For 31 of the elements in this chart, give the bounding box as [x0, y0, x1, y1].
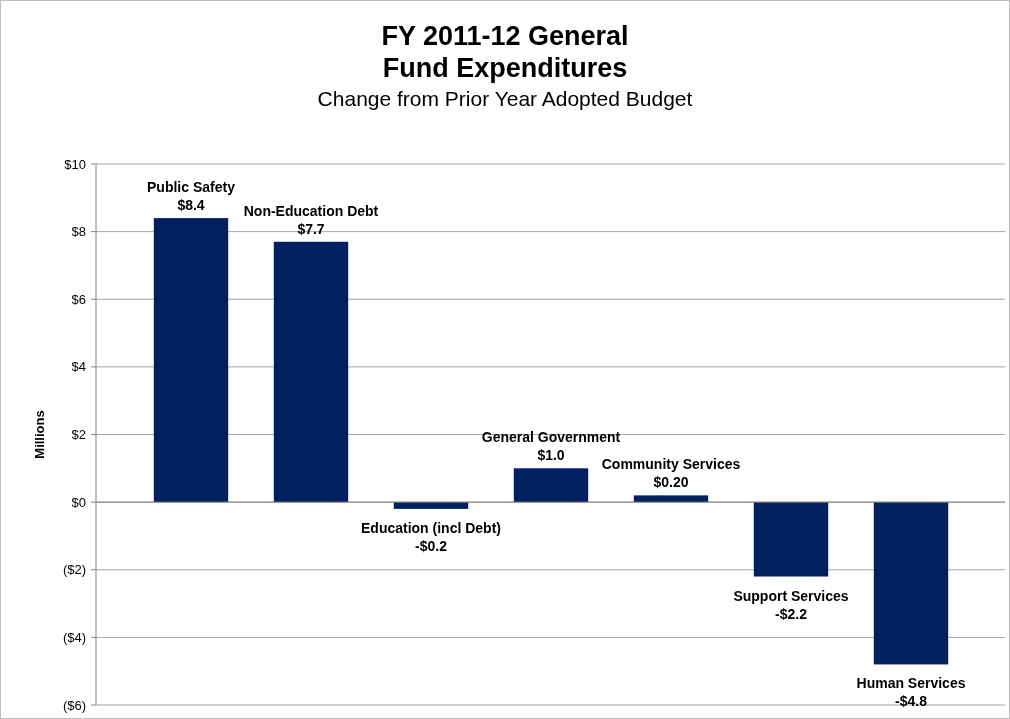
- x-tick-label: Education (incl Debt): [361, 519, 501, 536]
- x-tick-label: Human Services: [856, 675, 966, 692]
- chart-subtitle: Change from Prior Year Adopted Budget: [317, 87, 693, 110]
- y-tick-label: ($2): [62, 562, 86, 578]
- data-label: -$0.2: [415, 537, 448, 554]
- data-label: $1.0: [537, 447, 565, 464]
- x-tick-label: General Government: [481, 429, 621, 446]
- y-tick-label: $10: [64, 156, 86, 172]
- y-tick-label: $2: [71, 427, 86, 443]
- y-tick-label: $0: [71, 494, 86, 510]
- bar: [273, 241, 349, 503]
- data-label: $7.7: [297, 220, 325, 237]
- bar: [153, 218, 229, 503]
- data-label: -$2.2: [775, 605, 808, 622]
- bar: [753, 502, 829, 577]
- data-label: -$4.8: [895, 693, 928, 710]
- y-axis-title: Millions: [32, 410, 47, 459]
- bar: [873, 502, 949, 665]
- x-tick-label: Non-Education Debt: [243, 202, 379, 219]
- y-tick-label: $6: [71, 291, 86, 307]
- x-tick-label: Support Services: [733, 587, 849, 604]
- x-tick-label: Public Safety: [147, 179, 236, 196]
- x-tick-label: Community Services: [601, 456, 741, 473]
- chart-title: FY 2011-12 General Fund Expenditures: [381, 21, 629, 83]
- data-label: $0.20: [653, 474, 689, 491]
- y-tick-label: ($6): [62, 697, 86, 713]
- data-label: $8.4: [177, 197, 205, 214]
- y-tick-label: ($4): [62, 629, 86, 645]
- bar: [513, 468, 589, 503]
- y-tick-label: $4: [71, 359, 86, 375]
- y-tick-label: $8: [71, 224, 86, 240]
